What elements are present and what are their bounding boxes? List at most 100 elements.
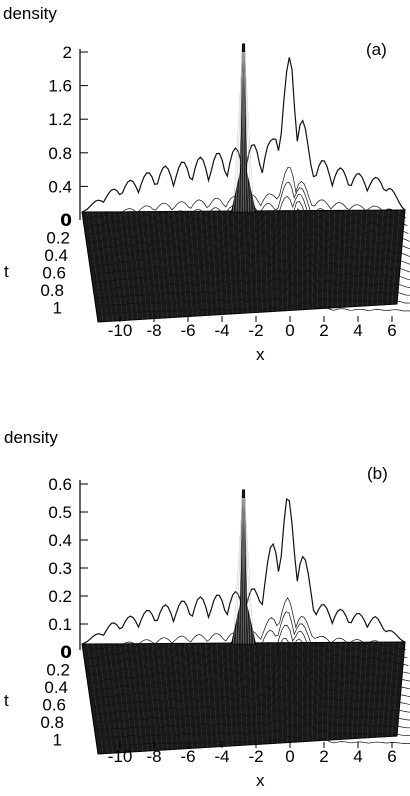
z-tick-label: 0: [60, 211, 72, 231]
mesh-line: [211, 643, 218, 747]
mesh-line: [248, 210, 253, 313]
surface-profile: [94, 712, 410, 731]
mesh-line: [254, 210, 258, 313]
peak-mesh: [240, 51, 244, 213]
mesh-line: [237, 643, 243, 746]
mesh-line: [87, 211, 104, 322]
x-tick-label: 0: [285, 321, 294, 340]
x-tick-label: -6: [180, 321, 195, 340]
panel-b-t-ticks: 0.20.40.60.81: [40, 661, 70, 750]
z-tick-label: 0.5: [48, 503, 72, 522]
z-tick-label: 0.4: [48, 531, 72, 550]
x-tick-label: -10: [108, 747, 133, 766]
z-tick-label: 0.4: [48, 177, 72, 196]
z-tick-label: 2: [63, 43, 72, 62]
mesh-line: [167, 211, 178, 318]
mesh-line: [227, 643, 233, 746]
z-tick-label: 0.1: [48, 615, 72, 634]
t-tick-label: 0.6: [42, 696, 66, 715]
mesh-line: [157, 211, 168, 318]
mesh-line: [381, 642, 390, 737]
mesh-line: [264, 642, 268, 744]
mesh-line: [386, 210, 395, 305]
mesh-line: [332, 642, 336, 740]
mesh-line: [366, 210, 373, 306]
panel-b-x-ticks: -10 -8 -6 -4 -2 0 2 4 6: [108, 742, 397, 766]
x-tick-label: 2: [319, 747, 328, 766]
surface-profile: [92, 688, 410, 716]
panel-b-surface: [81, 489, 410, 755]
mesh-line: [200, 643, 208, 748]
z-tick-label: 1.6: [48, 77, 72, 96]
x-tick-label: -8: [146, 747, 161, 766]
mesh-line: [376, 642, 384, 738]
mesh-line: [92, 211, 109, 322]
x-tick-label: 6: [387, 321, 396, 340]
panel-a-z-ticks: 2 1.6 1.2 0.8 0.4 0: [48, 43, 88, 231]
mesh-line: [337, 642, 341, 740]
panel-a-surface: [81, 43, 410, 323]
mesh-line: [141, 211, 154, 319]
mesh-line: [286, 642, 288, 743]
mesh-line: [189, 643, 198, 749]
mesh-line: [361, 642, 368, 739]
peak-mesh: [243, 51, 249, 213]
surface-profile: [96, 733, 410, 747]
mesh-line: [356, 642, 363, 739]
panel-b-label: (b): [367, 464, 388, 483]
surface-profile: [93, 270, 410, 291]
mesh-line: [275, 210, 278, 312]
mesh-line: [146, 211, 158, 319]
mesh-line: [307, 210, 309, 310]
mesh-line: [162, 643, 173, 750]
x-tick-label: -10: [108, 321, 133, 340]
panel-a-label: (a): [366, 40, 387, 59]
mesh-line: [243, 642, 248, 746]
mesh-line: [381, 210, 390, 305]
mesh-line: [376, 210, 384, 306]
panel-a-zlabel: density: [3, 4, 57, 23]
panel-a-t-ticks: 0.20.40.60.81: [40, 229, 70, 318]
mesh-line: [184, 643, 193, 749]
mesh-line: [124, 211, 139, 320]
mesh-line: [135, 643, 149, 752]
mesh-line: [361, 210, 368, 307]
t-tick-label: 0.4: [44, 678, 68, 697]
mesh-line: [146, 643, 158, 751]
peak-mesh: [243, 51, 247, 213]
surface-profile: [88, 655, 410, 692]
mesh-line: [119, 643, 134, 752]
x-tick-label: 6: [387, 747, 396, 766]
mesh-line: [194, 211, 203, 316]
panel-b-tlabel: t: [4, 691, 9, 710]
mesh-line: [97, 211, 114, 322]
peak-mesh: [233, 497, 243, 645]
mesh-line: [205, 643, 213, 748]
mesh-line: [141, 643, 154, 751]
z-tick-label: 0: [60, 643, 72, 663]
t-tick-label: 0.2: [46, 661, 70, 680]
mesh-line: [189, 211, 198, 317]
mesh-line: [275, 642, 278, 744]
mesh-line: [232, 211, 238, 314]
mesh-line: [211, 211, 218, 315]
x-tick-label: 0: [285, 747, 294, 766]
surface-profile: [95, 289, 410, 307]
mesh-line: [114, 643, 129, 753]
surface-profile: [87, 646, 410, 684]
mesh-line: [322, 210, 325, 309]
x-tick-label: -2: [248, 321, 263, 340]
mesh-line: [346, 210, 352, 308]
mesh-line: [391, 210, 400, 305]
peak-mesh: [243, 497, 247, 645]
mesh-line: [227, 211, 233, 314]
mesh-line: [264, 210, 268, 312]
mesh-line: [351, 210, 357, 307]
mesh-line: [92, 643, 109, 754]
t-tick-label: 0.4: [44, 246, 68, 265]
surface-profile: [95, 723, 410, 739]
surface-profile: [92, 257, 410, 284]
surface-profile: [85, 625, 409, 668]
mesh-line: [216, 211, 223, 315]
mesh-line: [124, 643, 139, 752]
